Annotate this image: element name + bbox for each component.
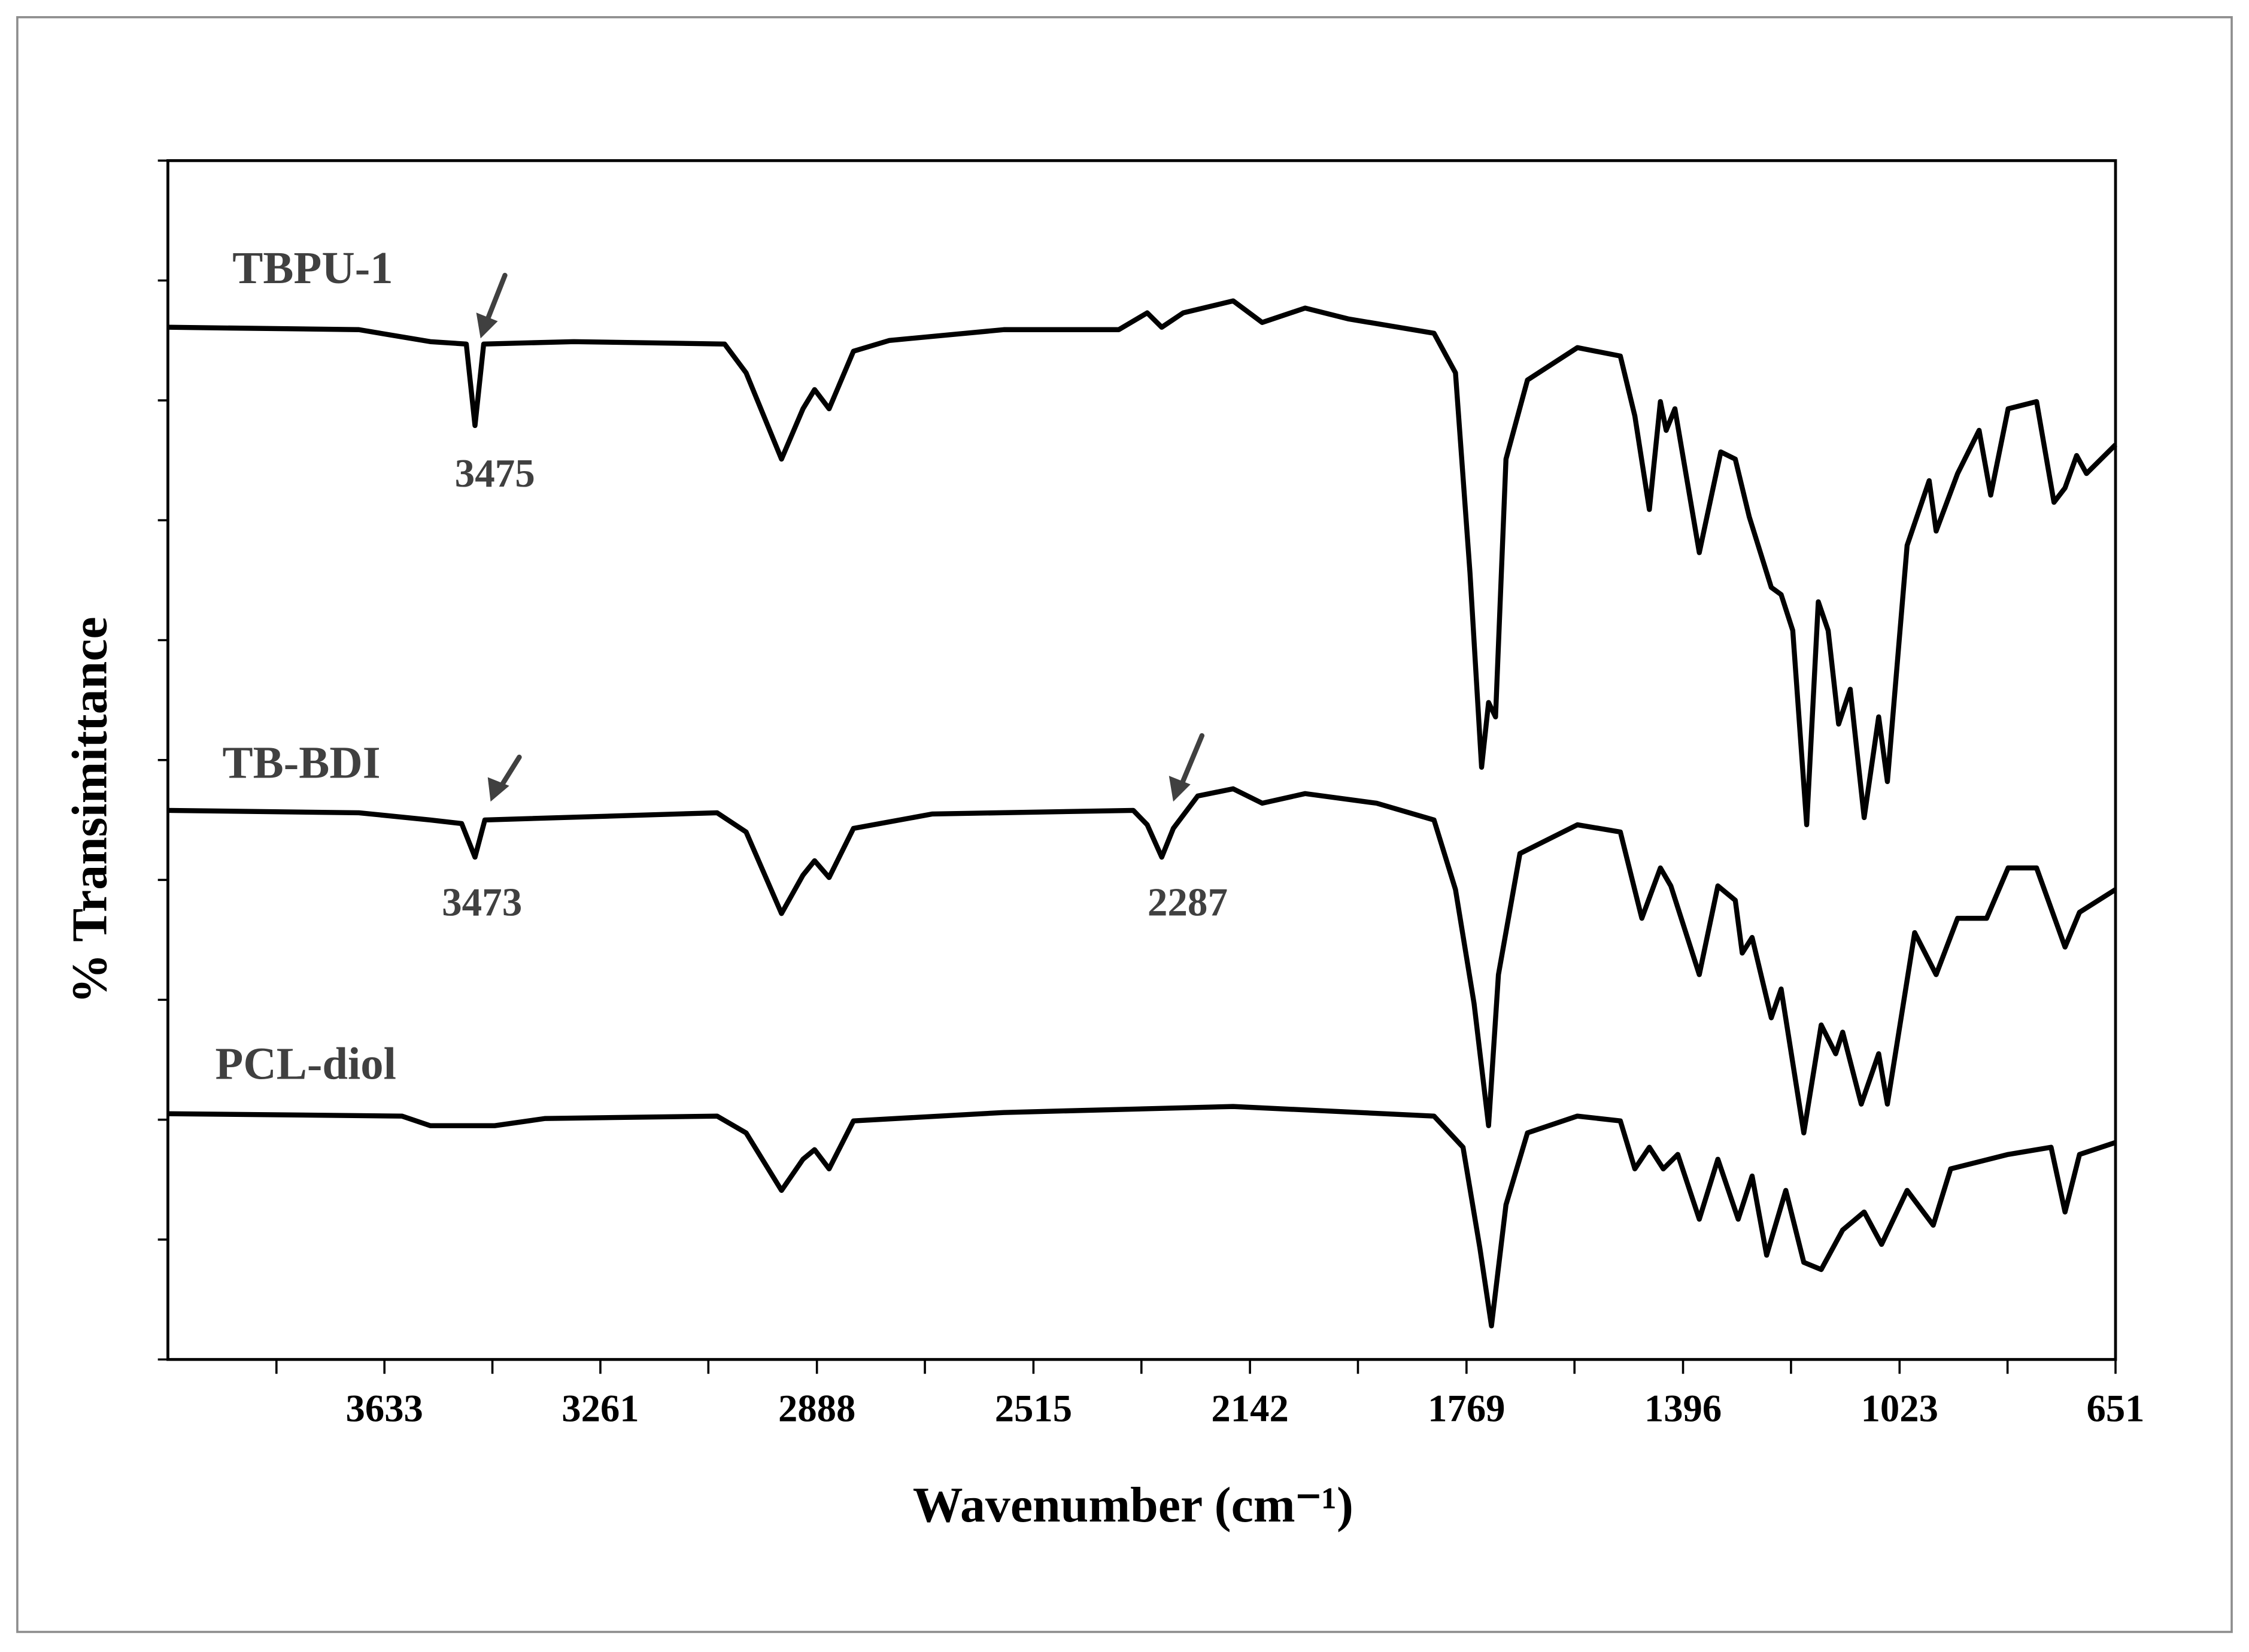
peak-annotation: 2287	[1148, 880, 1228, 925]
arrow-heads	[476, 312, 1191, 802]
x-tick-label: 2515	[995, 1387, 1072, 1430]
plot-frame	[166, 159, 2117, 1361]
spectrum-line	[168, 1104, 2117, 1329]
arrow	[1177, 733, 1205, 790]
x-tick-label: 2142	[1211, 1387, 1288, 1430]
series-label: TBPU-1	[232, 242, 393, 293]
arrow-head	[487, 777, 509, 802]
x-tick-label: 1396	[1644, 1387, 1722, 1430]
outer-frame	[16, 16, 2233, 1633]
peak-annotation: 3475	[455, 451, 535, 496]
series-label: TB-BDI	[223, 737, 381, 788]
arrow-head	[1168, 776, 1191, 802]
x-tick-label: 1023	[1861, 1387, 1938, 1430]
x-tick-label: 651	[2087, 1387, 2145, 1430]
series-label: PCL-diol	[216, 1038, 396, 1089]
spectrum-line	[168, 298, 2117, 828]
x-tick-label: 1769	[1428, 1387, 1505, 1430]
x-tick-label: 3261	[562, 1387, 639, 1430]
arrow-head	[476, 312, 498, 339]
arrows	[484, 272, 1205, 794]
peak-annotation: 3473	[442, 880, 522, 925]
y-axis-title: % Transimittance	[62, 617, 118, 1004]
x-tick-label: 3633	[346, 1387, 423, 1430]
x-tick-label: 2888	[778, 1387, 855, 1430]
x-axis-title: Wavenumber (cm⁻¹)	[913, 1477, 1353, 1533]
arrow	[484, 272, 508, 326]
spectrum-line	[168, 786, 2117, 1135]
